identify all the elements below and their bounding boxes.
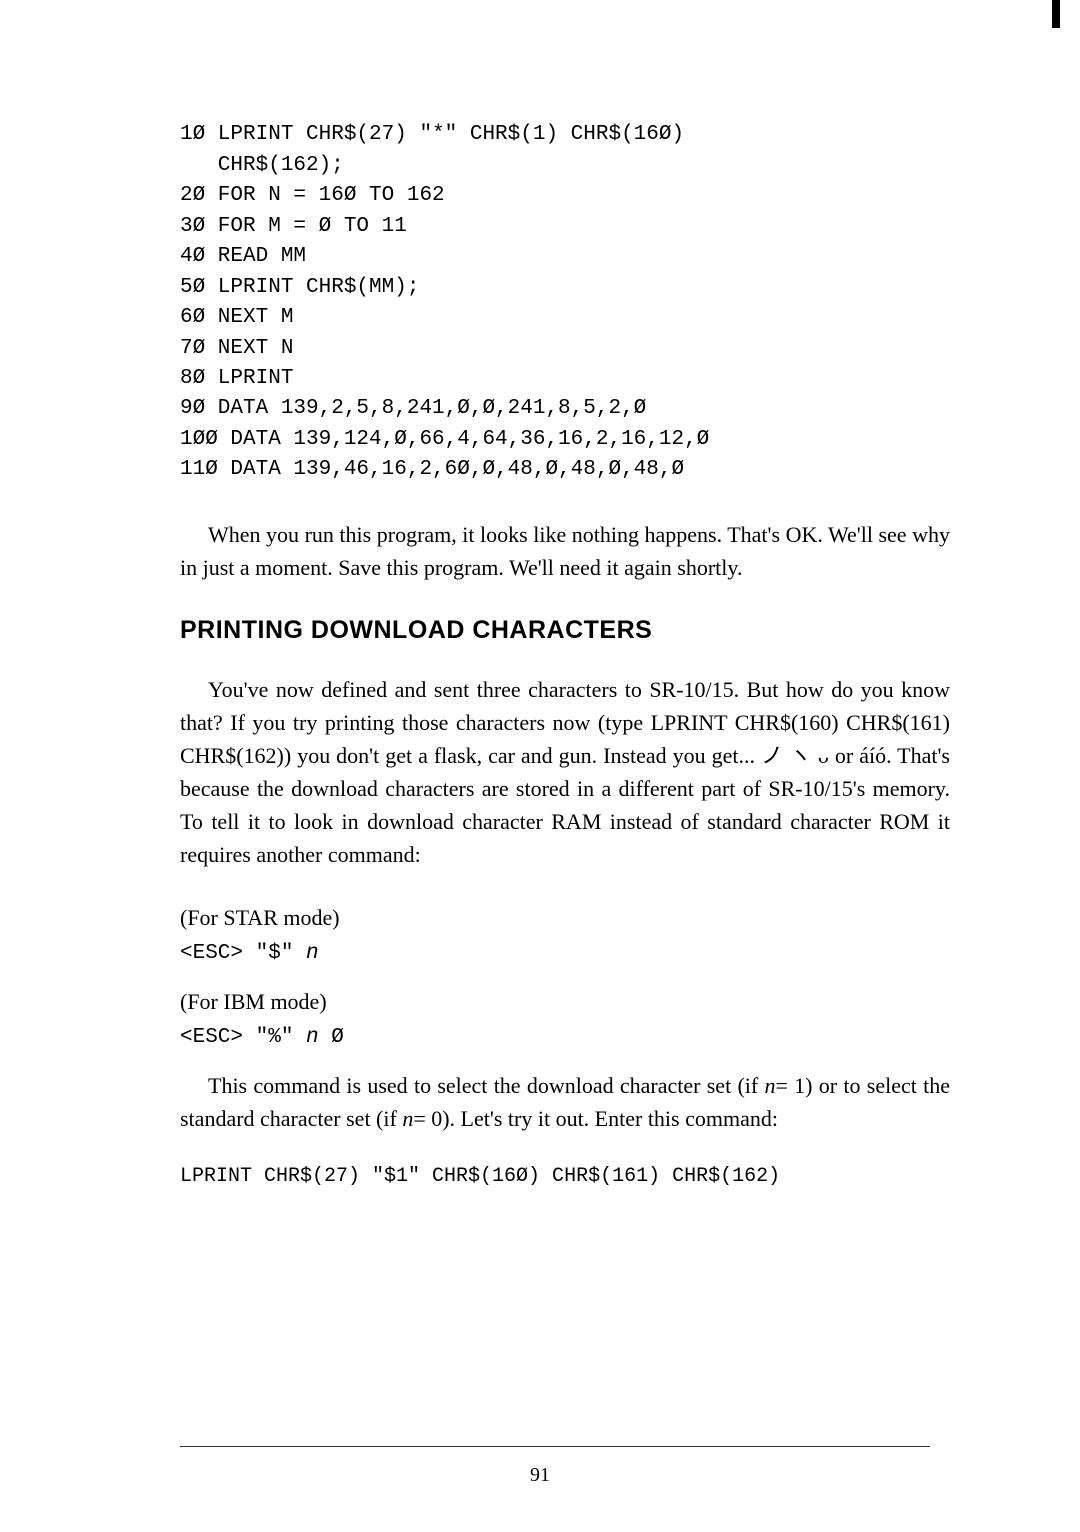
basic-code-listing: 1Ø LPRINT CHR$(27) "*" CHR$(1) CHR$(16Ø)… bbox=[180, 90, 950, 486]
paragraph: This command is used to select the downl… bbox=[180, 1069, 950, 1135]
variable-n: n bbox=[306, 1026, 319, 1049]
code-line: 8Ø LPRINT bbox=[180, 367, 293, 390]
code-line: 1Ø LPRINT CHR$(27) "*" CHR$(1) CHR$(16Ø) bbox=[180, 123, 684, 146]
page-number: 91 bbox=[0, 1464, 1080, 1487]
variable-n: n bbox=[765, 1073, 776, 1098]
text-fragment: This command is used to select the downl… bbox=[208, 1073, 765, 1098]
code-line: 1ØØ DATA 139,124,Ø,66,4,64,36,16,2,16,12… bbox=[180, 428, 709, 451]
code-line: 7Ø NEXT N bbox=[180, 337, 293, 360]
text-fragment: = 0). Let's try it out. Enter this comma… bbox=[413, 1106, 778, 1131]
code-text: Ø bbox=[319, 1026, 344, 1049]
mode-label: (For STAR mode) bbox=[180, 901, 950, 934]
code-text: <ESC> "%" bbox=[180, 1026, 306, 1049]
variable-n: n bbox=[306, 942, 319, 965]
lprint-command: LPRINT CHR$(27) "$1" CHR$(16Ø) CHR$(161)… bbox=[180, 1165, 950, 1188]
code-line: 6Ø NEXT M bbox=[180, 306, 293, 329]
page-footer-rule bbox=[180, 1446, 930, 1447]
code-line: 9Ø DATA 139,2,5,8,241,Ø,Ø,241,8,5,2,Ø bbox=[180, 397, 646, 420]
escape-sequence: <ESC> "$" n bbox=[180, 942, 950, 965]
variable-n: n bbox=[402, 1106, 413, 1131]
section-heading: PRINTING DOWNLOAD CHARACTERS bbox=[180, 616, 950, 645]
mode-label: (For IBM mode) bbox=[180, 985, 950, 1018]
page-edge-mark bbox=[1052, 0, 1060, 28]
code-line: 4Ø READ MM bbox=[180, 245, 306, 268]
code-line: 3Ø FOR M = Ø TO 11 bbox=[180, 215, 407, 238]
code-line: CHR$(162); bbox=[180, 154, 344, 177]
escape-sequence: <ESC> "%" n Ø bbox=[180, 1026, 950, 1049]
code-line: 2Ø FOR N = 16Ø TO 162 bbox=[180, 184, 445, 207]
code-text: <ESC> "$" bbox=[180, 942, 306, 965]
code-line: 11Ø DATA 139,46,16,2,6Ø,Ø,48,Ø,48,Ø,48,Ø bbox=[180, 458, 684, 481]
code-line: 5Ø LPRINT CHR$(MM); bbox=[180, 276, 419, 299]
paragraph: When you run this program, it looks like… bbox=[180, 518, 950, 584]
paragraph: You've now defined and sent three charac… bbox=[180, 673, 950, 871]
